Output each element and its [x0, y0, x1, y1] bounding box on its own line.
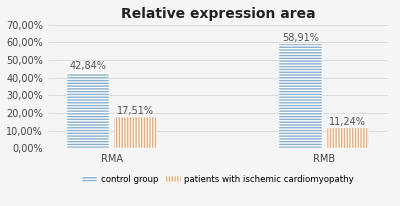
Text: 17,51%: 17,51% — [117, 106, 154, 116]
Bar — [114, 117, 156, 148]
Text: 58,91%: 58,91% — [282, 33, 319, 42]
Text: 11,24%: 11,24% — [329, 117, 366, 127]
Bar — [326, 129, 369, 148]
Title: Relative expression area: Relative expression area — [121, 7, 315, 21]
Bar — [67, 73, 110, 148]
Legend: control group, patients with ischemic cardiomyopathy: control group, patients with ischemic ca… — [82, 175, 354, 184]
Bar — [280, 44, 322, 148]
Text: 42,84%: 42,84% — [70, 61, 107, 71]
